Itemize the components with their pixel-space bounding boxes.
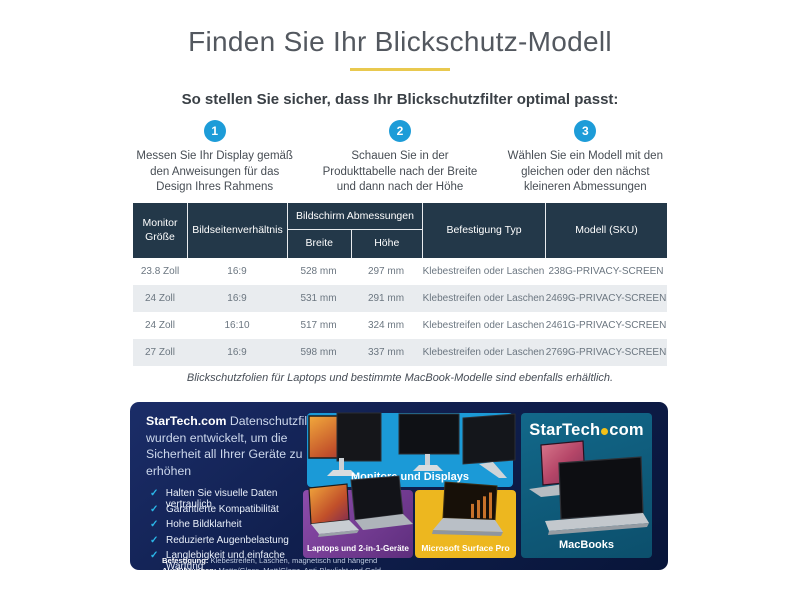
cell-mount: Klebestreifen oder Laschen: [422, 320, 545, 331]
page-title: Finden Sie Ihr Blickschutz-Modell: [188, 26, 612, 57]
startech-banner: StarTech.com Datenschutzfilter wurden en…: [130, 402, 668, 570]
header-height: Höhe: [350, 230, 422, 258]
tile-label-surface: Microsoft Surface Pro: [421, 543, 510, 553]
step-3-text: Wählen Sie ein Modell mit den gleichen o…: [507, 150, 663, 194]
cell-sku: 238G-PRIVACY-SCREEN: [548, 266, 664, 277]
tile-label-monitors: Monitore und Displays: [351, 471, 469, 483]
cell-width: 528 mm: [300, 266, 337, 277]
cell-width: 531 mm: [300, 293, 337, 304]
checklist-item: ✓ Langlebigkeit und einfache Wartung: [146, 550, 324, 570]
steps: 1 Messen Sie Ihr Display gemäß den Anwei…: [122, 120, 678, 196]
tile-laptops-2in1: Laptops und 2-in-1-Geräte: [303, 475, 413, 558]
cell-size: 24 Zoll: [144, 293, 175, 304]
step-3-number-badge: 3: [574, 120, 597, 142]
banner-heading: StarTech.com Datenschutzfilter wurden en…: [146, 413, 324, 479]
table-row: 24 Zoll 16:10 517 mm 324 mm Klebestreife…: [133, 312, 667, 339]
table-header: Monitor Größe Bildseitenverhältnis Bilds…: [133, 203, 667, 258]
header-aspect-ratio: Bildseitenverhältnis: [187, 203, 287, 258]
cell-size: 27 Zoll: [144, 347, 175, 358]
cell-sku: 2769G-PRIVACY-SCREEN: [545, 347, 667, 358]
header-width: Breite: [305, 237, 333, 250]
cell-size: 24 Zoll: [144, 320, 175, 331]
cell-width: 598 mm: [300, 347, 337, 358]
checkmark-icon: ✓: [150, 488, 159, 500]
availability-note: Blickschutzfolien für Laptops und bestim…: [186, 372, 614, 384]
header-screen-dimensions: Bildschirm Abmessungen: [288, 203, 422, 230]
step-2-number-badge: 2: [388, 120, 411, 142]
cell-height: 297 mm: [367, 266, 405, 277]
table-row: 27 Zoll 16:9 598 mm 337 mm Klebestreifen…: [133, 339, 667, 366]
tile-monitors-displays: Monitore und Displays: [307, 412, 516, 487]
banner-copy: StarTech.com Datenschutzfilter wurden en…: [146, 413, 381, 570]
checklist-item: ✓ Garantierte Kompatibilität: [146, 504, 324, 520]
checkmark-icon: ✓: [150, 550, 159, 562]
checkmark-icon: ✓: [150, 519, 159, 531]
cell-sku: 2469G-PRIVACY-SCREEN: [545, 293, 667, 304]
header-model-sku: Modell (SKU): [545, 203, 667, 258]
step-1-number-badge: 1: [203, 120, 226, 142]
step-2-text: Schauen Sie in der Produkttabelle nach d…: [322, 150, 478, 194]
checkmark-icon: ✓: [150, 534, 159, 546]
step-1: 1 Messen Sie Ihr Display gemäß den Anwei…: [122, 120, 307, 196]
cell-ratio: 16:9: [227, 266, 247, 277]
tile-label-macbooks: MacBooks: [558, 539, 615, 551]
cell-height: 324 mm: [367, 320, 405, 331]
cell-mount: Klebestreifen oder Laschen: [422, 347, 545, 358]
table-row: 23.8 Zoll 16:9 528 mm 297 mm Klebestreif…: [133, 258, 667, 285]
cell-height: 337 mm: [367, 347, 405, 358]
title-underline: [350, 68, 450, 71]
cell-sku: 2461G-PRIVACY-SCREEN: [545, 320, 667, 331]
finish-options-line: Ausführungen: Matte/Gloss, Matt/Glanz, A…: [162, 566, 381, 570]
cell-ratio: 16:9: [227, 347, 247, 358]
cell-size: 23.8 Zoll: [140, 266, 180, 277]
model-spec-table: Monitor Größe Bildseitenverhältnis Bilds…: [133, 203, 667, 366]
header-dimensions-group: Bildschirm Abmessungen Breite Höhe: [287, 203, 422, 258]
checklist-item: ✓ Reduzierte Augenbelastung: [146, 535, 324, 551]
header-mount-type: Befestigung Typ: [422, 203, 545, 258]
surface-graphic: [432, 481, 503, 536]
header-monitor-size: Monitor Größe: [142, 217, 178, 243]
page-subtitle: So stellen Sie sicher, dass Ihr Blicksch…: [181, 91, 619, 108]
cell-mount: Klebestreifen oder Laschen: [422, 293, 545, 304]
mount-finish-smallprint: Befestigung: Klebestreifen, Laschen, mag…: [162, 556, 381, 570]
cell-ratio: 16:9: [227, 293, 247, 304]
step-2: 2 Schauen Sie in der Produkttabelle nach…: [307, 120, 492, 196]
cell-width: 517 mm: [300, 320, 337, 331]
tile-label-laptops: Laptops und 2-in-1-Geräte: [307, 544, 409, 553]
mount-options-line: Befestigung: Klebestreifen, Laschen, mag…: [162, 556, 378, 565]
brand-name: StarTech.com: [146, 414, 227, 428]
step-3: 3 Wählen Sie ein Modell mit den gleichen…: [493, 120, 678, 196]
step-1-text: Messen Sie Ihr Display gemäß den Anweisu…: [136, 150, 293, 194]
tile-macbooks: StarTech com MacBooks: [521, 413, 652, 558]
checkmark-icon: ✓: [150, 503, 159, 515]
cell-ratio: 16:10: [224, 320, 250, 331]
checklist-item: ✓ Halten Sie visuelle Daten vertraulich: [146, 488, 324, 510]
cell-height: 291 mm: [367, 293, 405, 304]
benefits-checklist: ✓ Halten Sie visuelle Daten vertraulich …: [146, 488, 324, 570]
startech-logo: StarTech com: [529, 421, 644, 439]
table-row: 24 Zoll 16:9 531 mm 291 mm Klebestreifen…: [133, 285, 667, 312]
cell-mount: Klebestreifen oder Laschen: [422, 266, 545, 277]
logo-dot-icon: [601, 428, 609, 435]
banner-heading-text: Datenschutzfilter wurden entwickelt, um …: [146, 414, 322, 478]
checklist-item: ✓ Hohe Bildklarheit: [146, 519, 324, 535]
tile-surface-pro: Microsoft Surface Pro: [415, 481, 516, 558]
macbooks-graphic: [529, 440, 649, 535]
